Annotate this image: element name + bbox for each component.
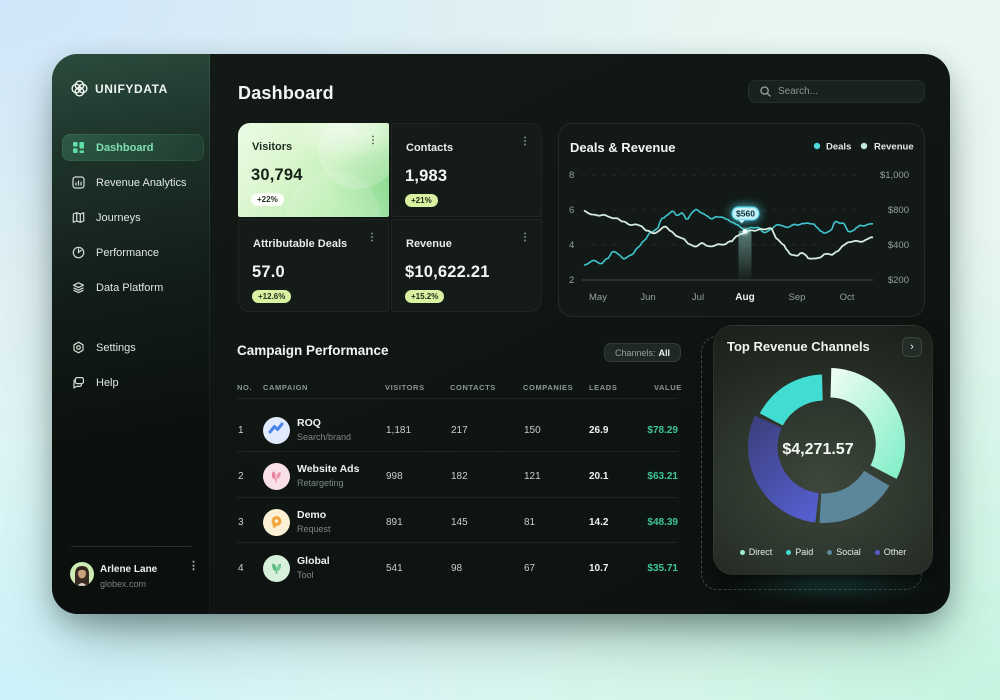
svg-text:Deals: Deals — [826, 142, 851, 153]
svg-text:Aug: Aug — [735, 292, 754, 303]
svg-text:$800: $800 — [888, 205, 909, 216]
svg-text:$560: $560 — [736, 209, 755, 219]
svg-text:$400: $400 — [888, 240, 909, 251]
svg-text:May: May — [589, 292, 607, 303]
svg-text:$200: $200 — [888, 275, 909, 286]
svg-text:Deals & Revenue: Deals & Revenue — [570, 140, 676, 155]
svg-text:2: 2 — [569, 275, 574, 286]
svg-text:Sep: Sep — [789, 292, 806, 303]
svg-text:Revenue: Revenue — [874, 142, 914, 153]
svg-text:4: 4 — [569, 240, 574, 251]
svg-text:8: 8 — [569, 170, 574, 181]
svg-text:Oct: Oct — [840, 292, 855, 303]
svg-text:Jun: Jun — [640, 292, 655, 303]
svg-text:$1,000: $1,000 — [880, 170, 909, 181]
svg-text:6: 6 — [569, 205, 574, 216]
svg-text:Jul: Jul — [692, 292, 704, 303]
